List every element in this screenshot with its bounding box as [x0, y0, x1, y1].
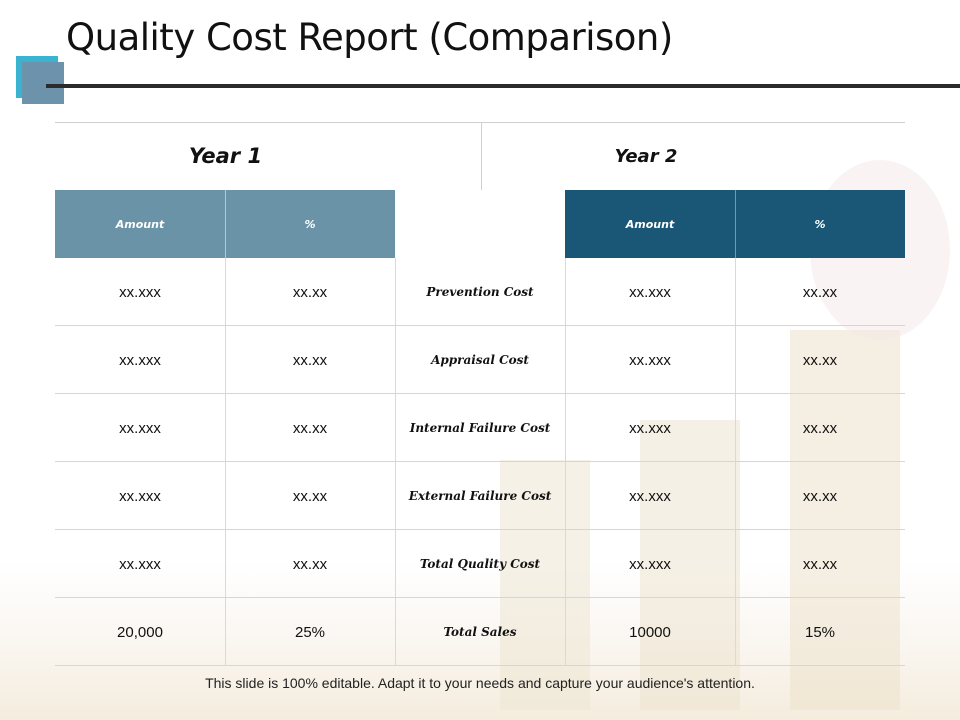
row-label: Internal Failure Cost [409, 421, 551, 435]
table-row: xx.xxx xx.xx External Failure Cost xx.xx… [55, 462, 905, 530]
year2-amount-cell: xx.xxx [629, 555, 671, 573]
table-row: xx.xxx xx.xx Appraisal Cost xx.xxx xx.xx [55, 326, 905, 394]
year2-percent-cell: xx.xx [802, 351, 838, 369]
column-separator [735, 258, 736, 666]
table-top-border [55, 122, 905, 123]
year2-percent-cell: xx.xx [802, 419, 838, 437]
year2-percent-cell: 15% [804, 623, 836, 641]
header-year1-amount: Amount [55, 190, 225, 258]
year2-amount-cell: xx.xxx [629, 487, 671, 505]
year2-amount-cell: 10000 [629, 623, 671, 641]
year1-amount-cell: xx.xxx [119, 351, 161, 369]
year2-percent-cell: xx.xx [802, 487, 838, 505]
header-separator [735, 190, 736, 258]
year1-percent-cell: xx.xx [292, 283, 328, 301]
header-year1-percent: % [225, 190, 395, 258]
year1-percent-cell: xx.xx [292, 487, 328, 505]
year1-amount-cell: 20,000 [117, 623, 163, 641]
year2-amount-cell: xx.xxx [629, 351, 671, 369]
accent-square-dark [22, 62, 64, 104]
title-underline [46, 84, 960, 88]
footer-note: This slide is 100% editable. Adapt it to… [205, 675, 755, 691]
year2-amount-cell: xx.xxx [629, 419, 671, 437]
year1-percent-cell: xx.xx [292, 419, 328, 437]
row-label: Total Quality Cost [419, 557, 541, 571]
year1-percent-cell: xx.xx [292, 555, 328, 573]
year1-amount-cell: xx.xxx [119, 555, 161, 573]
year1-amount-cell: xx.xxx [119, 419, 161, 437]
column-separator [565, 258, 566, 666]
row-label: Total Sales [443, 625, 517, 639]
row-label: External Failure Cost [408, 489, 552, 503]
year2-percent-cell: xx.xx [802, 555, 838, 573]
column-separator [395, 258, 396, 666]
row-label: Appraisal Cost [431, 353, 529, 367]
table-row: xx.xxx xx.xx Prevention Cost xx.xxx xx.x… [55, 258, 905, 326]
column-separator [225, 258, 226, 666]
table-row: 20,000 25% Total Sales 10000 15% [55, 598, 905, 666]
page-title: Quality Cost Report (Comparison) [66, 16, 673, 59]
year1-percent-cell: xx.xx [292, 351, 328, 369]
year1-amount-cell: xx.xxx [119, 487, 161, 505]
year2-percent-cell: xx.xx [802, 283, 838, 301]
header-separator [225, 190, 226, 258]
year1-amount-cell: xx.xxx [119, 283, 161, 301]
year-header-row: Year 1 Year 2 [55, 122, 905, 190]
year1-percent-cell: 25% [294, 623, 326, 641]
row-label: Prevention Cost [426, 285, 534, 299]
year1-heading: Year 1 [188, 144, 263, 168]
table-row: xx.xxx xx.xx Total Quality Cost xx.xxx x… [55, 530, 905, 598]
year-divider [481, 122, 482, 190]
year2-amount-cell: xx.xxx [629, 283, 671, 301]
year2-heading: Year 2 [614, 145, 678, 167]
table-row: xx.xxx xx.xx Internal Failure Cost xx.xx… [55, 394, 905, 462]
header-label-blank [395, 190, 565, 258]
header-year2-percent: % [735, 190, 905, 258]
header-year2-amount: Amount [565, 190, 735, 258]
